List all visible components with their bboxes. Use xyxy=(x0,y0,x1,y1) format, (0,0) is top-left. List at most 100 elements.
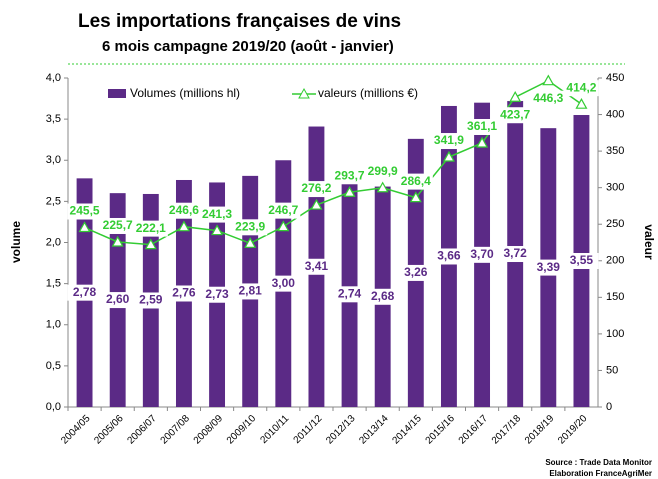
x-tick-label: 2005/06 xyxy=(92,413,126,447)
x-tick-label: 2015/16 xyxy=(424,413,458,447)
label-bg xyxy=(465,118,500,135)
y-tick-label: 1,0 xyxy=(46,319,61,331)
data-label: 2,68 xyxy=(371,289,395,303)
data-label: 3,72 xyxy=(504,246,528,260)
y-tick-label: 4,0 xyxy=(46,72,61,84)
label-bg xyxy=(266,202,301,219)
chart-subtitle: 6 mois campagne 2019/20 (août - janvier) xyxy=(102,38,394,55)
label-bg xyxy=(100,292,135,309)
marker xyxy=(111,235,124,247)
data-label: 2,74 xyxy=(338,286,362,300)
y2-tick-label: 250 xyxy=(606,218,624,230)
data-label: 3,26 xyxy=(404,265,428,279)
y-tick-label: 2,0 xyxy=(46,236,61,248)
label-bg xyxy=(498,246,533,263)
x-tick-label: 2010/11 xyxy=(258,413,291,446)
legend-swatch xyxy=(298,87,310,99)
y2-tick-label: 100 xyxy=(606,328,624,340)
y-tick-label: 0,5 xyxy=(46,360,61,372)
x-tick-label: 2018/19 xyxy=(523,413,557,447)
y2-tick-label: 0 xyxy=(606,401,612,413)
marker xyxy=(542,74,555,86)
label-bg xyxy=(398,173,433,190)
data-label: 3,00 xyxy=(272,276,296,290)
data-label: 3,70 xyxy=(470,247,494,261)
y-tick-label: 1,5 xyxy=(46,278,61,290)
label-bg xyxy=(233,219,268,236)
label-bg xyxy=(564,253,599,270)
label-bg xyxy=(233,283,268,300)
label-bg xyxy=(166,285,201,302)
data-label: 414,2 xyxy=(566,80,596,94)
label-bg xyxy=(67,203,102,220)
legend-swatch xyxy=(108,89,126,98)
y-tick-label: 3,0 xyxy=(46,154,61,166)
data-label: 446,3 xyxy=(533,91,563,105)
marker xyxy=(177,220,190,232)
legend-label: Volumes (millions hl) xyxy=(130,86,240,100)
marker xyxy=(343,186,356,197)
data-label: 3,39 xyxy=(537,260,561,274)
label-bg xyxy=(332,168,367,185)
marker xyxy=(442,150,455,162)
data-label: 245,5 xyxy=(70,204,100,218)
data-label: 341,9 xyxy=(434,133,464,147)
label-bg xyxy=(431,133,466,150)
label-bg xyxy=(67,284,102,301)
y2-tick-label: 400 xyxy=(606,108,624,120)
data-label: 225,7 xyxy=(103,218,133,232)
y2-tick-label: 350 xyxy=(606,145,624,157)
data-label: 241,3 xyxy=(202,207,232,221)
y-tick-label: 0,0 xyxy=(46,401,61,413)
marker xyxy=(244,237,257,248)
data-label: 3,66 xyxy=(437,249,461,263)
label-bg xyxy=(431,248,466,265)
label-bg xyxy=(564,80,599,97)
label-bg xyxy=(465,246,500,263)
label-bg xyxy=(365,163,400,180)
x-tick-label: 2004/05 xyxy=(59,413,93,447)
label-bg xyxy=(166,202,201,219)
y-tick-label: 3,5 xyxy=(46,113,61,125)
data-label: 2,73 xyxy=(205,287,229,301)
chart-title: Les importations françaises de vins xyxy=(78,11,401,32)
data-label: 246,7 xyxy=(268,203,298,217)
data-label: 293,7 xyxy=(335,168,365,182)
data-label: 222,1 xyxy=(136,221,166,235)
marker xyxy=(376,181,389,193)
data-label: 2,78 xyxy=(73,285,97,299)
data-label: 299,9 xyxy=(368,164,398,178)
label-bg xyxy=(398,264,433,281)
x-tick-label: 2014/15 xyxy=(390,413,424,447)
data-label: 246,6 xyxy=(169,203,199,217)
x-tick-label: 2008/09 xyxy=(192,413,226,447)
label-bg xyxy=(531,259,566,276)
marker xyxy=(409,191,422,203)
y-axis-label: volume xyxy=(9,221,23,263)
data-label: 2,60 xyxy=(106,292,130,306)
x-tick-label: 2012/13 xyxy=(324,413,358,447)
data-label: 423,7 xyxy=(500,107,530,121)
x-tick-label: 2013/14 xyxy=(357,413,391,447)
x-tick-label: 2019/20 xyxy=(556,413,590,447)
label-bg xyxy=(100,217,135,234)
marker xyxy=(575,97,588,109)
marker xyxy=(144,238,157,250)
marker xyxy=(78,221,91,233)
y2-tick-label: 50 xyxy=(606,364,618,376)
label-bg xyxy=(498,107,533,124)
y2-axis-label: valeur xyxy=(642,224,656,260)
x-tick-label: 2016/17 xyxy=(457,413,491,447)
data-label: 3,55 xyxy=(570,253,594,267)
marker xyxy=(277,220,290,232)
y2-tick-label: 150 xyxy=(606,291,624,303)
label-bg xyxy=(200,286,235,303)
x-tick-label: 2009/10 xyxy=(225,413,259,447)
data-label: 286,4 xyxy=(401,174,431,188)
marker xyxy=(509,90,522,102)
legend-label: valeurs (millions €) xyxy=(318,86,418,100)
source: Elaboration FranceAgriMer xyxy=(549,469,652,478)
label-bg xyxy=(266,275,301,292)
y2-tick-label: 300 xyxy=(606,182,624,194)
